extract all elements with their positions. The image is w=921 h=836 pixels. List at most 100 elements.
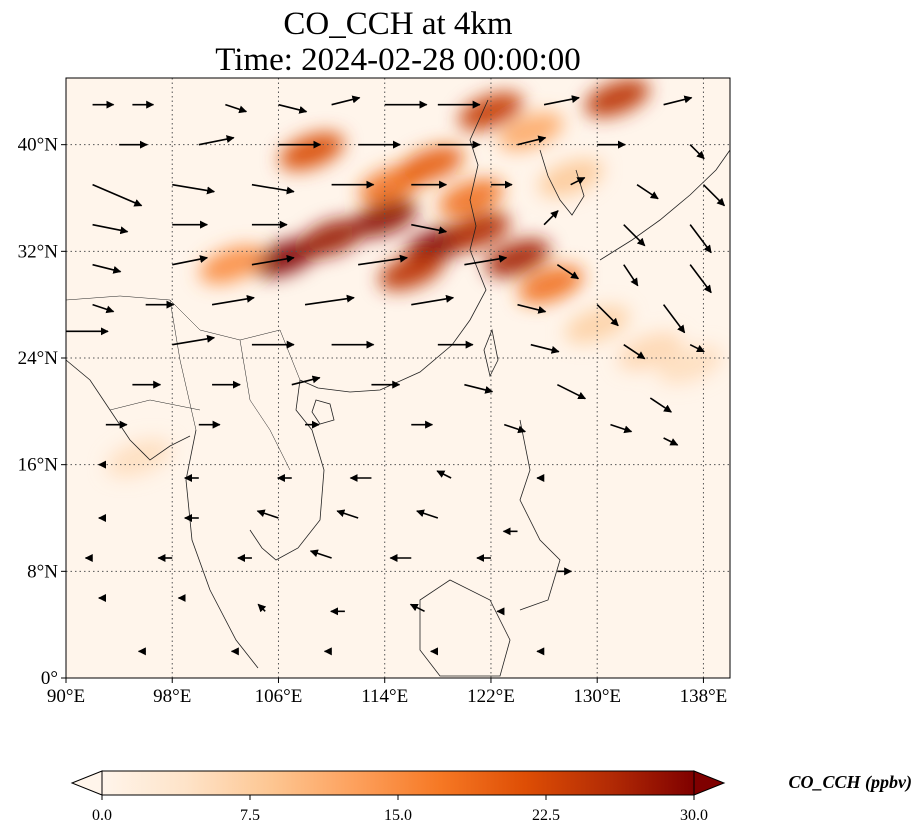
coastline-burma — [66, 359, 191, 461]
wind-vector-16 — [689, 144, 705, 160]
co-plume-6 — [485, 238, 550, 278]
lat-tick-label: 32°N — [18, 241, 59, 262]
wind-vector-47 — [596, 304, 619, 327]
wind-vector-45 — [411, 294, 455, 306]
wind-vector-48 — [662, 304, 686, 334]
co-plume-18 — [657, 345, 723, 384]
wind-vector-63 — [649, 397, 672, 413]
wind-vector-29 — [411, 223, 448, 235]
wind-vector-55 — [623, 344, 646, 360]
wind-vector-19 — [251, 183, 295, 195]
wind-vector-17 — [92, 183, 143, 207]
coastline-philippines — [519, 419, 561, 611]
coastline-japan — [599, 149, 730, 261]
wind-vector-layer — [66, 95, 726, 656]
map-title-line1: CO_CCH at 4km — [283, 6, 513, 42]
coastline-hainan — [311, 399, 335, 425]
co-plume-19 — [199, 245, 265, 284]
wind-vector-61 — [464, 383, 494, 394]
lon-tick-label: 114°E — [361, 686, 408, 707]
colorbar-extend-high — [693, 770, 726, 796]
wind-vector-34 — [172, 255, 209, 266]
coastline-indochina — [249, 379, 325, 561]
wind-vector-35 — [251, 254, 295, 266]
graticule — [66, 78, 730, 678]
colorbar-tick-label: 30.0 — [680, 807, 708, 824]
wind-vector-8 — [663, 95, 693, 106]
lat-tick-label: 24°N — [18, 348, 59, 369]
wind-vector-59 — [291, 375, 321, 386]
lat-tick-label: 8°N — [27, 561, 58, 582]
coastline-layer — [66, 99, 730, 677]
wind-vector-38 — [556, 264, 580, 280]
co-plume-16 — [564, 305, 630, 344]
co-plume-13 — [498, 112, 564, 151]
wind-vector-40 — [689, 264, 712, 294]
co-plume-5 — [378, 252, 444, 291]
map-frame — [65, 77, 731, 679]
coastline-china — [299, 99, 489, 393]
lon-tick-label: 138°E — [680, 686, 728, 707]
wind-vector-23 — [570, 176, 586, 186]
wind-vector-14 — [517, 135, 547, 146]
colorbar: 0.0 7.5 15.0 22.5 30.0 CO_CCH (ppbv) — [70, 770, 912, 824]
wind-vector-39 — [623, 264, 639, 287]
wind-vector-54 — [530, 343, 560, 354]
colorbar-tick-label: 22.5 — [532, 807, 560, 824]
colorbar-tick-label: 0.0 — [92, 807, 112, 824]
coastline-taiwan — [483, 328, 499, 378]
wind-vector-37 — [464, 254, 508, 266]
coastline-borneo — [419, 579, 511, 677]
coastline-malay — [185, 429, 259, 669]
colorbar-ticks: 0.0 7.5 15.0 22.5 30.0 — [92, 795, 708, 824]
lon-tick-label: 106°E — [255, 686, 303, 707]
wind-vector-2 — [225, 103, 248, 114]
coastline-korea — [539, 149, 585, 216]
co-plume-20 — [106, 438, 172, 478]
country-borders — [66, 295, 301, 471]
wind-vector-3 — [278, 103, 308, 114]
lon-tick-label: 90°E — [47, 686, 85, 707]
wind-vector-75 — [436, 470, 452, 479]
wind-vector-43 — [211, 294, 255, 306]
wind-vector-80 — [336, 509, 359, 519]
co-plume-4 — [445, 212, 511, 251]
wind-vector-86 — [309, 549, 332, 559]
wind-vector-41 — [92, 303, 115, 314]
colorbar-tick-label: 7.5 — [240, 807, 260, 824]
wind-vector-56 — [689, 343, 705, 353]
lat-tick-label: 0° — [41, 668, 58, 689]
wind-vector-10 — [198, 135, 235, 146]
lon-tick-label: 130°E — [573, 686, 621, 707]
wind-vector-33 — [92, 263, 122, 274]
latitude-ticks: 0° 8°N 16°N 24°N 32°N 40°N — [18, 135, 66, 689]
co-plume-1 — [299, 218, 365, 258]
wind-vector-46 — [517, 303, 547, 314]
wind-vector-44 — [304, 294, 355, 306]
wind-vector-25 — [702, 184, 726, 207]
colorbar-tick-label: 15.0 — [384, 807, 412, 824]
lat-tick-label: 40°N — [18, 135, 59, 156]
wind-vector-68 — [503, 423, 526, 434]
co-plume-10 — [398, 145, 464, 184]
wind-vector-50 — [172, 334, 216, 346]
wind-vector-26 — [92, 223, 129, 235]
wind-vector-7 — [543, 95, 580, 106]
wind-vector-32 — [689, 224, 712, 254]
wind-vector-92 — [257, 603, 267, 613]
wind-vector-69 — [610, 423, 633, 434]
co-plume-15 — [538, 158, 604, 198]
map-title-line2: Time: 2024-02-28 00:00:00 — [215, 42, 581, 78]
wind-vector-30 — [543, 210, 559, 226]
wind-vector-79 — [256, 509, 279, 519]
wind-vector-24 — [636, 184, 659, 200]
wind-vector-70 — [663, 437, 679, 446]
wind-vector-62 — [557, 383, 587, 400]
wind-vector-31 — [623, 224, 646, 247]
co-plume-11 — [438, 178, 504, 218]
lon-tick-label: 98°E — [153, 686, 191, 707]
co-plume-8 — [279, 132, 345, 171]
lat-tick-label: 16°N — [18, 455, 59, 476]
wind-vector-4 — [331, 95, 361, 106]
